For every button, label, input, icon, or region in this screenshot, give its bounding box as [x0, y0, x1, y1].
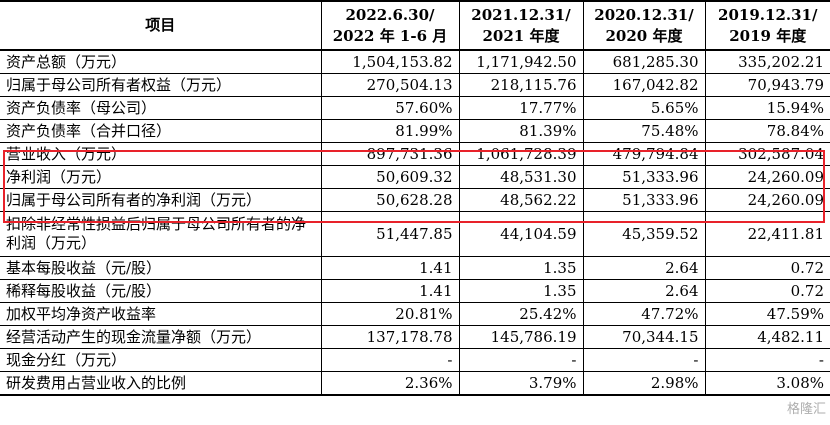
- table-row-revenue: 营业收入（万元） 897,731.36 1,061,728.39 479,794…: [0, 142, 830, 166]
- cell-value: 4,482.11: [704, 325, 830, 349]
- cell-value: -: [704, 348, 830, 372]
- cell-value: -: [458, 348, 583, 372]
- cell-value: 218,115.76: [458, 73, 583, 97]
- table-row-cash-dividend: 现金分红（万元） - - - -: [0, 348, 830, 372]
- row-label: 经营活动产生的现金流量净额（万元）: [0, 325, 321, 349]
- cell-value: 302,587.04: [704, 142, 830, 166]
- cell-value: 145,786.19: [458, 325, 583, 349]
- watermark-logo: 格隆汇: [786, 402, 826, 417]
- cell-value: 1.35: [458, 256, 583, 280]
- cell-value: -: [582, 348, 705, 372]
- cell-value: 5.65%: [582, 96, 705, 120]
- header-period-2021: 2021.12.31/ 2021 年度: [458, 0, 583, 51]
- financial-indicators-table: 项目 2022.6.30/ 2022 年 1-6 月 2021.12.31/ 2…: [0, 0, 830, 396]
- table-row-diluted-eps: 稀释每股收益（元/股） 1.41 1.35 2.64 0.72: [0, 279, 830, 303]
- table-row-net-profit: 净利润（万元） 50,609.32 48,531.30 51,333.96 24…: [0, 165, 830, 189]
- cell-value: 81.99%: [320, 119, 459, 143]
- row-label: 扣除非经常性损益后归属于母公司所有者的净利润（万元）: [0, 211, 321, 257]
- cell-value: 57.60%: [320, 96, 459, 120]
- row-label: 净利润（万元）: [0, 165, 321, 189]
- cell-value: 0.72: [704, 279, 830, 303]
- table-row-basic-eps: 基本每股收益（元/股） 1.41 1.35 2.64 0.72: [0, 256, 830, 280]
- table-header-row: 项目 2022.6.30/ 2022 年 1-6 月 2021.12.31/ 2…: [0, 0, 830, 51]
- cell-value: 24,260.09: [704, 188, 830, 212]
- table-row-adjusted-net-profit: 扣除非经常性损益后归属于母公司所有者的净利润（万元） 51,447.85 44,…: [0, 211, 830, 257]
- row-label: 加权平均净资产收益率: [0, 302, 321, 326]
- cell-value: 48,531.30: [458, 165, 583, 189]
- cell-value: 1.41: [320, 256, 459, 280]
- cell-value: -: [320, 348, 459, 372]
- cell-value: 25.42%: [458, 302, 583, 326]
- row-label: 资产负债率（合并口径）: [0, 119, 321, 143]
- cell-value: 335,202.21: [704, 50, 830, 74]
- cell-value: 897,731.36: [320, 142, 459, 166]
- cell-value: 15.94%: [704, 96, 830, 120]
- cell-value: 1.41: [320, 279, 459, 303]
- cell-value: 137,178.78: [320, 325, 459, 349]
- cell-value: 1,061,728.39: [458, 142, 583, 166]
- cell-value: 2.98%: [582, 371, 705, 396]
- header-period-2022h1: 2022.6.30/ 2022 年 1-6 月: [320, 0, 459, 51]
- cell-value: 479,794.84: [582, 142, 705, 166]
- cell-value: 44,104.59: [458, 211, 583, 257]
- row-label: 研发费用占营业收入的比例: [0, 371, 321, 396]
- row-label: 现金分红（万元）: [0, 348, 321, 372]
- cell-value: 681,285.30: [582, 50, 705, 74]
- cell-value: 2.64: [582, 256, 705, 280]
- cell-value: 45,359.52: [582, 211, 705, 257]
- table-row-rd-ratio: 研发费用占营业收入的比例 2.36% 3.79% 2.98% 3.08%: [0, 371, 830, 396]
- table-row-weighted-roe: 加权平均净资产收益率 20.81% 25.42% 47.72% 47.59%: [0, 302, 830, 326]
- cell-value: 20.81%: [320, 302, 459, 326]
- cell-value: 2.36%: [320, 371, 459, 396]
- cell-value: 78.84%: [704, 119, 830, 143]
- row-label: 资产负债率（母公司）: [0, 96, 321, 120]
- cell-value: 1,171,942.50: [458, 50, 583, 74]
- cell-value: 51,333.96: [582, 165, 705, 189]
- table-row-debt-ratio-consolidated: 资产负债率（合并口径） 81.99% 81.39% 75.48% 78.84%: [0, 119, 830, 143]
- cell-value: 3.08%: [704, 371, 830, 396]
- cell-value: 51,333.96: [582, 188, 705, 212]
- table-row-parent-net-profit: 归属于母公司所有者的净利润（万元） 50,628.28 48,562.22 51…: [0, 188, 830, 212]
- row-label: 归属于母公司所有者的净利润（万元）: [0, 188, 321, 212]
- cell-value: 50,628.28: [320, 188, 459, 212]
- cell-value: 0.72: [704, 256, 830, 280]
- row-label: 营业收入（万元）: [0, 142, 321, 166]
- row-label: 稀释每股收益（元/股）: [0, 279, 321, 303]
- cell-value: 51,447.85: [320, 211, 459, 257]
- cell-value: 50,609.32: [320, 165, 459, 189]
- header-period-2019: 2019.12.31/ 2019 年度: [704, 0, 830, 51]
- table-row-operating-cash-flow: 经营活动产生的现金流量净额（万元） 137,178.78 145,786.19 …: [0, 325, 830, 349]
- cell-value: 81.39%: [458, 119, 583, 143]
- cell-value: 75.48%: [582, 119, 705, 143]
- row-label: 归属于母公司所有者权益（万元）: [0, 73, 321, 97]
- cell-value: 48,562.22: [458, 188, 583, 212]
- cell-value: 24,260.09: [704, 165, 830, 189]
- cell-value: 22,411.81: [704, 211, 830, 257]
- cell-value: 2.64: [582, 279, 705, 303]
- header-period-2020: 2020.12.31/ 2020 年度: [582, 0, 705, 51]
- cell-value: 70,344.15: [582, 325, 705, 349]
- cell-value: 47.72%: [582, 302, 705, 326]
- cell-value: 1,504,153.82: [320, 50, 459, 74]
- cell-value: 70,943.79: [704, 73, 830, 97]
- cell-value: 1.35: [458, 279, 583, 303]
- cell-value: 167,042.82: [582, 73, 705, 97]
- header-item: 项目: [0, 0, 321, 51]
- cell-value: 270,504.13: [320, 73, 459, 97]
- row-label: 基本每股收益（元/股）: [0, 256, 321, 280]
- table-row-total-assets: 资产总额（万元） 1,504,153.82 1,171,942.50 681,2…: [0, 50, 830, 74]
- table-row-debt-ratio-parent: 资产负债率（母公司） 57.60% 17.77% 5.65% 15.94%: [0, 96, 830, 120]
- cell-value: 47.59%: [704, 302, 830, 326]
- cell-value: 17.77%: [458, 96, 583, 120]
- table-row-parent-equity: 归属于母公司所有者权益（万元） 270,504.13 218,115.76 16…: [0, 73, 830, 97]
- cell-value: 3.79%: [458, 371, 583, 396]
- row-label: 资产总额（万元）: [0, 50, 321, 74]
